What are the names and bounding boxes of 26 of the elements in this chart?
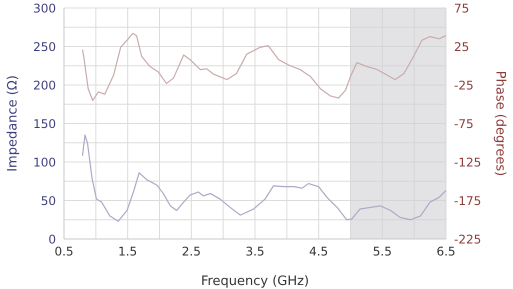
x-tick-label: 2.5 xyxy=(182,244,201,259)
y-tick-label: 150 xyxy=(33,116,56,131)
x-tick-label: 5.5 xyxy=(372,244,392,259)
x-tick-label: 6.5 xyxy=(436,244,456,259)
y2-tick-label: 75 xyxy=(454,1,470,16)
y-tick-label: 100 xyxy=(33,155,56,170)
y-axis-title: Impedance (Ω) xyxy=(6,75,21,172)
x-tick-label: 1.5 xyxy=(118,244,138,259)
line-series xyxy=(82,134,446,222)
y2-tick-label: -175 xyxy=(454,194,482,208)
y2-tick-label: -125 xyxy=(454,155,482,170)
y-tick-label: 200 xyxy=(33,78,56,92)
y-tick-label: 300 xyxy=(33,1,56,16)
y2-tick-label: -75 xyxy=(454,116,474,131)
y-tick-label: 0 xyxy=(48,232,56,246)
y2-tick-label: 25 xyxy=(454,40,470,54)
y2-axis-title: Phase (degrees) xyxy=(492,70,508,176)
y-tick-label: 50 xyxy=(40,194,56,208)
x-tick-label: 4.5 xyxy=(309,244,328,259)
x-tick-label: 0.5 xyxy=(54,244,74,259)
x-tick-label: 3.5 xyxy=(245,244,265,259)
x-axis-title: Frequency (GHz) xyxy=(200,274,310,289)
y2-tick-label: -225 xyxy=(454,232,482,246)
y-tick-label: 250 xyxy=(33,40,56,54)
y2-tick-label: -25 xyxy=(454,78,474,92)
line-series xyxy=(82,32,446,101)
